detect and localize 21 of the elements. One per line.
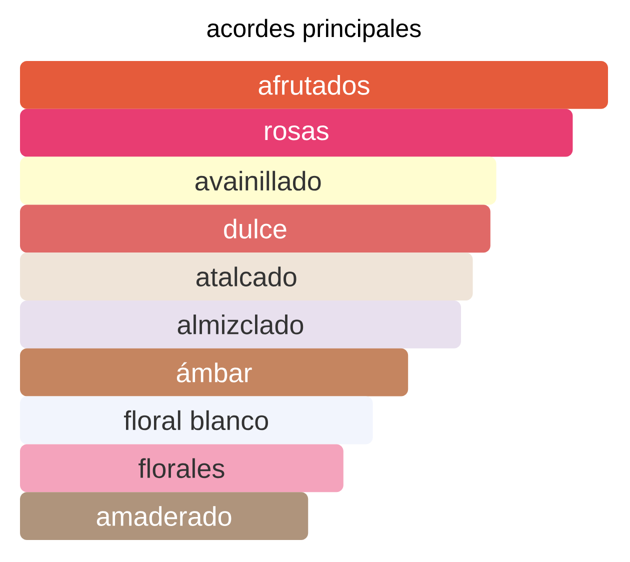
bar — [20, 204, 490, 253]
bar — [20, 444, 344, 492]
bar — [20, 252, 473, 301]
y-tick-label: amaderado — [96, 506, 232, 526]
bar — [20, 396, 373, 444]
bar — [20, 108, 573, 157]
y-tick-label: avainillado — [195, 170, 321, 191]
y-tick-label: florales — [138, 458, 224, 478]
chart-title: acordes principales — [207, 18, 421, 42]
y-tick-label: almizclado — [178, 314, 304, 334]
bar — [20, 61, 608, 109]
y-tick-label: floral blanco — [124, 410, 268, 430]
bar — [20, 300, 462, 348]
y-tick-label: atalcado — [196, 266, 296, 286]
bar — [20, 348, 408, 396]
y-tick-label: afrutados — [258, 75, 370, 95]
y-tick-label: dulce — [224, 218, 286, 239]
bar — [20, 156, 496, 205]
y-tick-label: ámbar — [176, 362, 252, 382]
bar — [20, 492, 308, 540]
y-tick-label: rosas — [265, 125, 328, 140]
